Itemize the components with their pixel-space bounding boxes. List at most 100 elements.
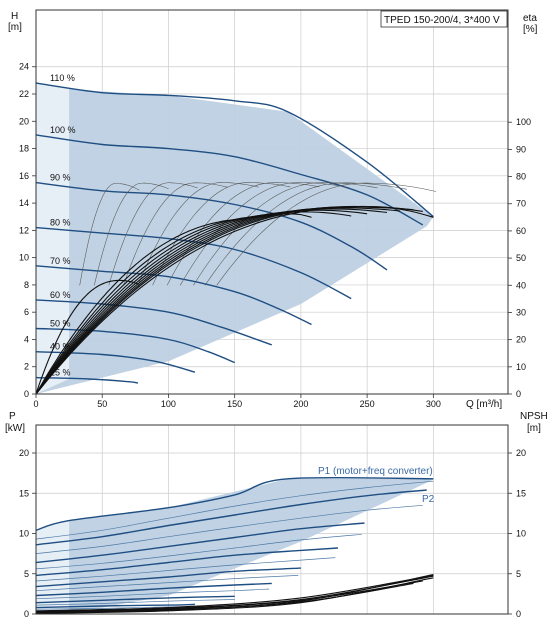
eta-thin-curve [123,182,229,286]
head-ylabel-unit: [m] [8,22,22,33]
head-xtick-label: 250 [360,399,375,409]
head-ytick-label: 0 [24,389,29,399]
eta-thin-curve [166,182,320,286]
head-curve-label: 80 % [50,218,71,228]
head-region-light-strip [36,83,70,394]
eta-curve [35,215,272,395]
head-curve-label: 60 % [50,290,71,300]
power-axes: 0 5 10 15 20 0 5 10 15 20 [19,448,526,619]
head-ytick-label: 18 [19,144,29,154]
p1-curve [35,522,365,564]
p1-curve [35,476,434,531]
head-ytick-label: 16 [19,171,29,181]
eta-thin-curve [193,182,378,286]
power-ytick-label: 10 [19,529,29,539]
head-ytick-label: 24 [19,62,29,72]
head-curve [35,376,139,384]
eta-thin-curve [94,182,169,286]
head-curve-label: 100 % [50,125,76,135]
npsh-ytick-label: 0 [516,609,521,619]
eta-ytick-label: 70 [516,199,526,209]
head-plot-frame [35,9,509,395]
power-ytick-label: 5 [24,569,29,579]
eta-thin-curve [216,182,437,286]
npsh-curve [35,582,414,614]
p2-series-label: P2 [422,494,435,505]
head-curve-label: 70 % [50,256,71,266]
eta-ytick-label: 20 [516,335,526,345]
head-ytick-label: 4 [24,334,29,344]
efficiency-curves [35,182,437,395]
eta-ylabel-symbol: eta [523,13,537,24]
head-xtick-label: 150 [227,399,242,409]
head-axes: 0 50 100 150 200 250 3000246810121416182022240… [19,62,531,409]
eta-ytick-label: 50 [516,253,526,263]
eta-ytick-label: 30 [516,307,526,317]
eta-thin-curve [108,182,198,286]
power-chart: 0 5 10 15 20 0 5 10 15 20 P [kW] NPSH [m] P1 (mot… [5,411,548,619]
eta-curve [35,279,139,395]
eta-thin-curve [204,182,407,286]
head-xtick-label: 300 [426,399,441,409]
head-curve [35,181,388,271]
npsh-curve [35,574,434,612]
p2-curve [35,557,336,582]
npsh-ytick-label: 5 [516,569,521,579]
model-label: TPED 150-200/4, 3*400 V [384,15,500,26]
p1-curve [35,489,427,546]
npsh-ytick-label: 20 [516,448,526,458]
p1-series-label: P1 (motor+freq converter) [318,466,433,477]
head-ytick-label: 20 [19,116,29,126]
npsh-curves [35,574,434,614]
head-operating-region [36,83,434,394]
eta-ytick-label: 100 [516,117,531,127]
head-xtick-label: 50 [97,399,107,409]
head-region-fill [36,83,434,394]
eta-ytick-label: 0 [516,389,521,399]
p2-curve [35,504,423,554]
npsh-curve [35,580,423,613]
power-ylabel-symbol: P [9,411,16,422]
p1-curve [35,582,272,597]
head-xtick-label: 200 [293,399,308,409]
eta-ylabel-unit: [%] [523,24,538,35]
p2-curve [35,533,362,570]
head-curve-label: 90 % [50,173,71,183]
power-ytick-label: 15 [19,488,29,498]
head-curve-label: 25 % [50,368,71,378]
power-ytick-label: 20 [19,448,29,458]
p2-curve [35,575,299,592]
p1-curve [35,603,195,609]
head-chart: 110 % 100 % 90 % 80 % 70 % 60 % 50 % 40 % 25 % 0… [8,9,538,410]
eta-curve [35,207,401,395]
eta-ytick-label: 40 [516,280,526,290]
eta-curve [35,205,434,395]
head-curve [35,82,434,218]
head-xlabel: Q [m³/h] [466,399,502,410]
head-ytick-label: 12 [19,225,29,235]
npsh-ytick-label: 15 [516,488,526,498]
head-ytick-label: 10 [19,253,29,263]
npsh-ylabel-symbol: NPSH [520,411,548,422]
head-curve-label: 50 % [50,319,71,329]
head-xtick-label: 0 [33,399,38,409]
head-curve-label: 110 % [50,73,75,83]
head-ytick-label: 14 [19,198,29,208]
head-curve [35,299,273,346]
eta-curve [35,219,235,395]
p2-curve [35,480,434,540]
head-ylabel-symbol: H [11,11,18,22]
head-curve [35,327,235,364]
eta-ytick-label: 10 [516,362,526,372]
p1-curve [35,595,235,604]
power-ylabel-unit: [kW] [5,423,25,434]
head-ytick-label: 22 [19,89,29,99]
eta-thin-curve [179,182,349,286]
npsh-ytick-label: 10 [516,529,526,539]
head-ytick-label: 2 [24,362,29,372]
eta-ytick-label: 80 [516,172,526,182]
head-ytick-label: 6 [24,307,29,317]
head-xtick-label: 100 [161,399,176,409]
model-label-box: TPED 150-200/4, 3*400 V [380,10,508,28]
